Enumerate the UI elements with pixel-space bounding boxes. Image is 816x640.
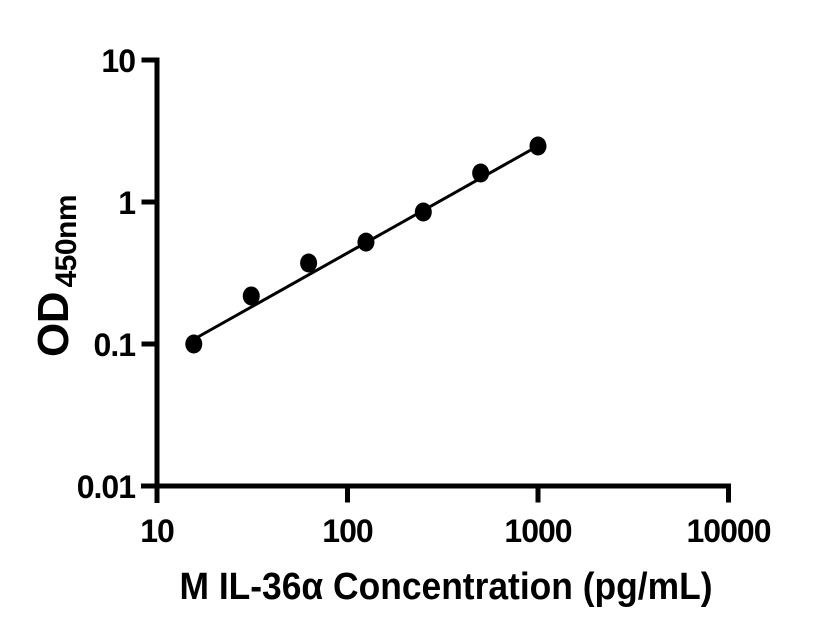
- y-tick-labels: 10 1 0.1 0.01: [77, 43, 136, 505]
- x-tick-label: 10: [140, 513, 174, 549]
- y-axis-title: OD 450nm: [29, 195, 83, 357]
- data-point: [357, 232, 375, 252]
- axes: [141, 57, 731, 503]
- data-series: [185, 136, 547, 354]
- y-tick-label: 0.1: [94, 327, 136, 363]
- x-tick-label: 100: [322, 513, 373, 549]
- y-axis-title-main: OD: [29, 292, 78, 357]
- y-tick-label: 10: [101, 43, 135, 79]
- y-tick-label: 1: [118, 185, 135, 221]
- x-tick-label: 1000: [504, 513, 571, 549]
- data-point: [300, 253, 318, 273]
- data-point: [185, 334, 203, 354]
- x-tick-labels: 10 100 1000 10000: [140, 513, 771, 549]
- x-axis-title: M IL-36α Concentration (pg/mL): [180, 566, 713, 608]
- data-point: [472, 163, 490, 183]
- y-axis-title-subscript: 450nm: [50, 195, 83, 288]
- data-point: [529, 136, 547, 156]
- y-tick-label: 0.01: [77, 469, 135, 505]
- x-tick-label: 10000: [687, 513, 771, 549]
- data-point: [242, 286, 260, 306]
- data-point: [414, 202, 432, 222]
